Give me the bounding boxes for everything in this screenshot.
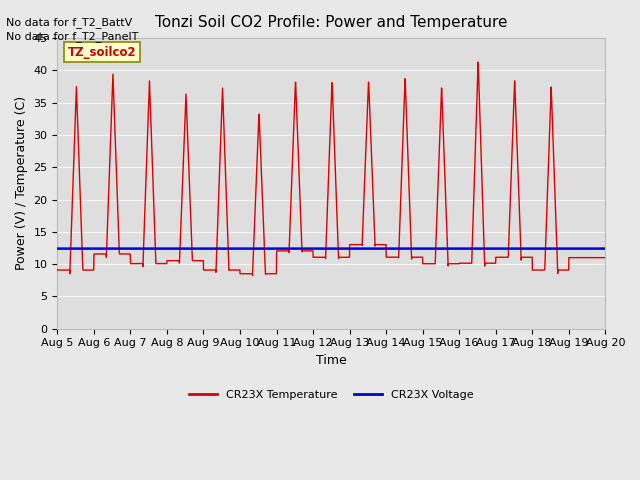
Text: TZ_soilco2: TZ_soilco2: [68, 46, 136, 59]
Text: No data for f_T2_PanelT: No data for f_T2_PanelT: [6, 31, 139, 42]
Title: Tonzi Soil CO2 Profile: Power and Temperature: Tonzi Soil CO2 Profile: Power and Temper…: [155, 15, 508, 30]
Y-axis label: Power (V) / Temperature (C): Power (V) / Temperature (C): [15, 96, 28, 270]
Legend: CR23X Temperature, CR23X Voltage: CR23X Temperature, CR23X Voltage: [185, 385, 478, 405]
X-axis label: Time: Time: [316, 354, 347, 367]
Text: No data for f_T2_BattV: No data for f_T2_BattV: [6, 17, 132, 28]
